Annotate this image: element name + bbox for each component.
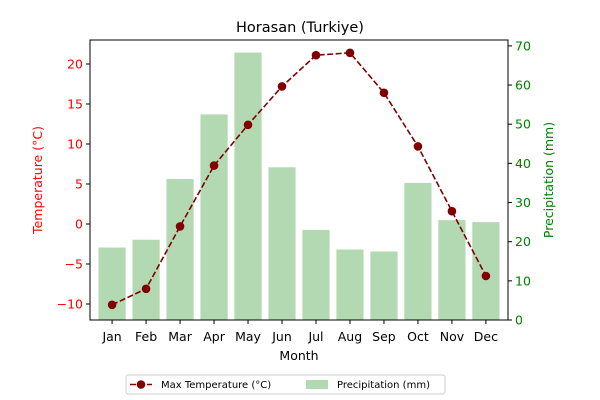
right-tick-label: 60 — [515, 78, 531, 93]
precipitation-bar-may — [234, 52, 262, 321]
right-tick-label: 70 — [515, 38, 531, 53]
temperature-point-oct — [413, 142, 423, 151]
x-tick-label: May — [235, 329, 261, 344]
x-tick-label: Jul — [307, 329, 323, 344]
x-axis: Jan Feb Mar Apr May Jun Jul Aug Sep Oct Nov Dec — [101, 320, 498, 344]
precipitation-bar-jun — [268, 167, 296, 320]
precipitation-bar-aug — [336, 249, 364, 320]
right-axis: 0 10 20 30 40 50 60 70 — [508, 38, 531, 328]
temperature-point-aug — [345, 48, 355, 58]
precipitation-bar-apr — [200, 114, 228, 320]
precipitation-bar-nov — [438, 220, 466, 320]
legend-label-precipitation: Precipitation (mm) — [337, 380, 430, 391]
x-tick-label: Apr — [203, 329, 225, 344]
right-axis-label: Precipitation (mm) — [541, 122, 556, 238]
left-tick-label: −5 — [65, 257, 83, 272]
temperature-line — [107, 48, 491, 310]
temperature-point-apr — [209, 161, 219, 170]
precipitation-bar-mar — [166, 179, 194, 320]
legend: Max Temperature (°C) Precipitation (mm) — [125, 374, 446, 395]
precipitation-bars — [98, 52, 500, 321]
precipitation-bar-dec — [472, 222, 500, 320]
temperature-point-feb — [141, 284, 151, 294]
plot-area — [89, 39, 509, 321]
x-tick-label: Feb — [135, 329, 157, 344]
temperature-point-jun — [277, 82, 287, 91]
right-tick-label: 20 — [515, 234, 531, 249]
x-tick-label: Mar — [168, 329, 192, 344]
right-tick-label: 0 — [515, 313, 523, 328]
left-tick-label: 20 — [67, 57, 83, 72]
precipitation-bar-oct — [404, 182, 432, 320]
temperature-point-jul — [311, 50, 321, 60]
x-tick-label: Sep — [372, 329, 396, 344]
left-tick-label: −10 — [57, 297, 83, 312]
right-tick-label: 10 — [515, 273, 531, 288]
x-tick-label: Oct — [407, 329, 429, 344]
temperature-series-line — [111, 51, 487, 306]
precipitation-bar-jul — [302, 229, 330, 320]
temperature-point-nov — [447, 206, 457, 216]
temperature-point-mar — [175, 222, 185, 231]
x-tick-label: Jan — [101, 329, 121, 344]
left-tick-label: 10 — [67, 137, 83, 152]
x-tick-label: Aug — [338, 329, 362, 344]
temperature-point-jan — [107, 300, 117, 310]
right-tick-label: 50 — [515, 117, 531, 132]
legend-label-temperature: Max Temperature (°C) — [161, 380, 271, 391]
legend-bar-swatch — [306, 380, 328, 389]
left-tick-label: 5 — [75, 177, 83, 192]
x-tick-label: Dec — [474, 329, 498, 344]
x-tick-label: Nov — [440, 329, 465, 344]
temperature-point-may — [243, 120, 253, 130]
left-tick-label: 0 — [75, 217, 83, 232]
legend-box — [125, 374, 446, 395]
left-axis-label: Temperature (°C) — [30, 126, 45, 235]
x-axis-label: Month — [279, 348, 318, 363]
right-tick-label: 40 — [515, 156, 531, 171]
temperature-point-sep — [379, 88, 389, 98]
left-axis: −10 −5 0 5 10 15 20 — [57, 57, 90, 312]
chart-title: Horasan (Turkiye) — [236, 20, 364, 36]
legend-marker-swatch — [136, 380, 146, 389]
precipitation-bar-jan — [98, 247, 126, 320]
temperature-point-dec — [481, 271, 491, 281]
right-tick-label: 30 — [515, 195, 531, 210]
precipitation-bar-sep — [370, 251, 398, 320]
precipitation-bar-feb — [132, 239, 160, 320]
left-tick-label: 15 — [67, 97, 83, 112]
x-tick-label: Jun — [271, 329, 292, 344]
